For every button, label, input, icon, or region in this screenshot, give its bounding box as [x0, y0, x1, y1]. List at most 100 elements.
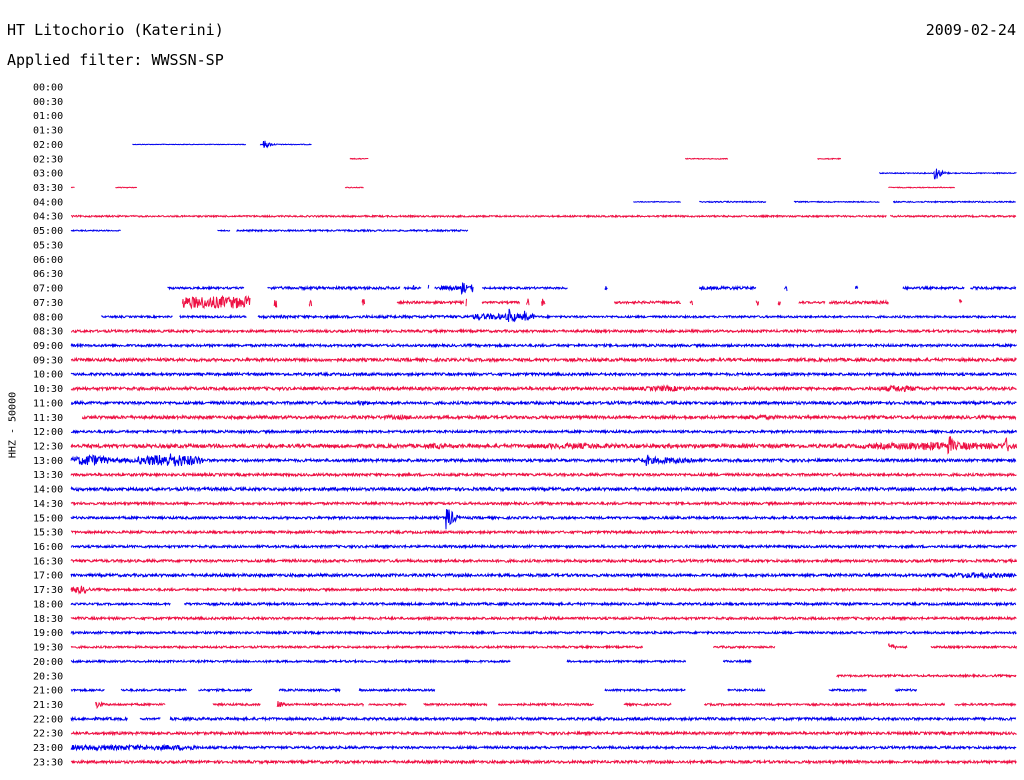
trace-segment	[828, 299, 889, 306]
trace-segment	[70, 658, 511, 665]
trace-segment	[81, 413, 1017, 421]
trace-segment	[566, 659, 687, 665]
trace-segment	[722, 658, 752, 664]
trace-segment	[497, 701, 594, 708]
trace-segment	[273, 300, 278, 308]
trace-segment	[623, 702, 672, 708]
hour-tick-label: 22:00	[33, 714, 63, 725]
trace-segment	[217, 229, 231, 233]
hour-tick-label: 01:30	[33, 126, 63, 137]
trace-segment	[212, 701, 261, 708]
hour-tick-label: 14:00	[33, 485, 63, 496]
trace-segment	[604, 687, 686, 693]
trace-segment	[465, 298, 467, 307]
trace-segment	[888, 186, 955, 189]
trace-segment	[70, 615, 1017, 622]
trace-segment	[349, 157, 369, 160]
hour-tick-label: 04:00	[33, 197, 63, 208]
hour-tick-label: 20:00	[33, 657, 63, 668]
hour-tick-label: 19:30	[33, 643, 63, 654]
trace-segment	[689, 300, 693, 306]
hour-tick-label: 09:00	[33, 341, 63, 352]
date-label: 2009-02-24	[925, 21, 1016, 39]
hour-tick-label: 16:30	[33, 556, 63, 567]
hour-tick-label: 21:30	[33, 700, 63, 711]
hour-tick-label: 09:30	[33, 355, 63, 366]
trace-segment	[120, 687, 187, 693]
trace-segment	[70, 186, 75, 189]
trace-segment	[70, 428, 1017, 435]
hour-tick-label: 13:00	[33, 456, 63, 467]
trace-segment	[727, 687, 766, 693]
trace-segment	[784, 285, 788, 292]
trace-segment	[828, 688, 867, 693]
hour-tick-label: 03:30	[33, 183, 63, 194]
trace-segment	[70, 229, 121, 233]
trace-segment	[278, 687, 341, 693]
trace-segment	[684, 157, 729, 160]
trace-segment	[358, 687, 436, 693]
trace-segment	[481, 299, 521, 306]
hour-tick-label: 08:00	[33, 312, 63, 323]
trace-segment	[541, 298, 546, 307]
station-title: HT Litochorio (Katerini)	[7, 21, 224, 39]
trace-segment	[533, 313, 1016, 320]
trace-segment	[71, 327, 1017, 335]
trace-segment	[894, 687, 917, 693]
hour-tick-label: 16:00	[33, 542, 63, 553]
trace-segment	[854, 285, 859, 290]
hour-tick-label: 19:00	[33, 628, 63, 639]
trace-segment	[798, 300, 826, 306]
trace-segment	[70, 436, 1017, 455]
trace-segment	[902, 285, 965, 292]
filter-label: Applied filter: WWSSN-SP	[7, 51, 224, 69]
trace-segment	[198, 687, 253, 693]
trace-segment	[236, 228, 469, 233]
trace-segment	[633, 200, 681, 203]
trace-segment	[169, 715, 1017, 723]
trace-segment	[954, 701, 1017, 708]
trace-segment	[893, 200, 1016, 204]
trace-segment	[396, 299, 464, 306]
trace-segment	[526, 298, 530, 306]
trace-segment	[70, 571, 1017, 580]
trace-segment	[70, 471, 1017, 478]
trace-segment	[472, 308, 535, 323]
hour-tick-label: 06:00	[33, 255, 63, 266]
trace-segment	[70, 758, 1017, 766]
hour-tick-label: 00:00	[33, 83, 63, 94]
trace-segment	[115, 186, 138, 189]
hour-tick-label: 13:30	[33, 470, 63, 481]
trace-segment	[777, 301, 781, 306]
trace-segment	[70, 356, 1017, 364]
trace-segment	[344, 186, 364, 189]
trace-segment	[604, 286, 608, 291]
hour-tick-label: 11:00	[33, 398, 63, 409]
trace-segment	[878, 168, 1017, 180]
trace-segment	[887, 643, 908, 651]
hour-tick-label: 03:00	[33, 169, 63, 180]
hour-tick-label: 12:00	[33, 427, 63, 438]
trace-segment	[196, 744, 1017, 751]
hour-tick-label: 21:00	[33, 686, 63, 697]
trace-segment	[793, 200, 880, 204]
trace-segment	[427, 284, 430, 289]
trace-segment	[70, 715, 128, 723]
trace-segment	[70, 384, 1017, 393]
hour-tick-label: 17:30	[33, 585, 63, 596]
hour-tick-label: 00:30	[33, 97, 63, 108]
hour-tick-label: 06:30	[33, 269, 63, 280]
trace-segment	[703, 701, 946, 708]
hour-tick-label: 23:30	[33, 757, 63, 768]
trace-segment	[259, 140, 312, 149]
hour-tick-label: 15:30	[33, 528, 63, 539]
hour-tick-label: 05:30	[33, 240, 63, 251]
trace-segment	[95, 701, 166, 710]
hour-tick-label: 17:00	[33, 571, 63, 582]
trace-segment	[167, 285, 245, 291]
hour-tick-label: 15:00	[33, 513, 63, 524]
trace-segment	[267, 284, 401, 292]
hour-tick-label: 05:00	[33, 226, 63, 237]
trace-segment	[836, 672, 1017, 679]
